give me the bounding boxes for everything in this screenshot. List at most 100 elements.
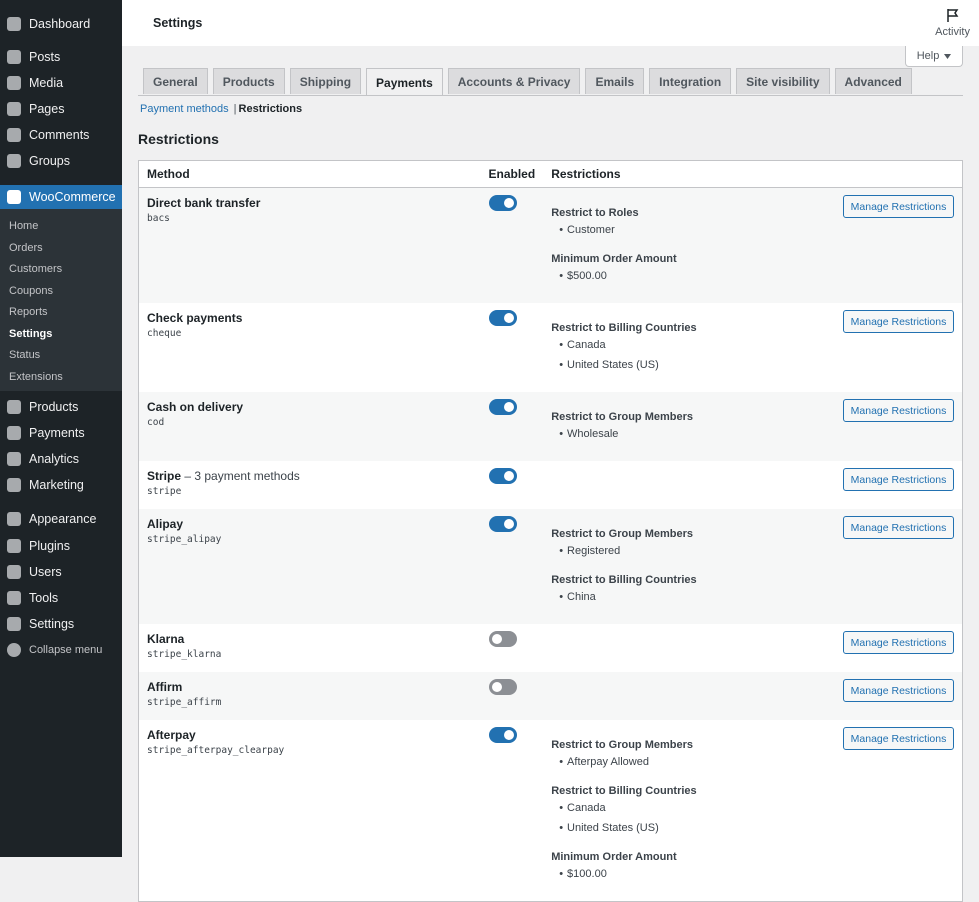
method-cell: Alipay stripe_alipay [138, 509, 481, 624]
help-button[interactable]: Help [905, 46, 963, 67]
help-label: Help [916, 50, 940, 62]
menu-item[interactable]: Pages [0, 96, 122, 122]
method-name: Alipay [139, 509, 481, 532]
collapse-menu[interactable]: Collapse menu [0, 637, 122, 663]
page-title: Settings [153, 16, 203, 30]
tab[interactable]: Shipping [289, 68, 362, 94]
submenu-item[interactable]: Extensions [9, 370, 63, 383]
enabled-toggle[interactable] [488, 516, 517, 532]
restriction-item: • United States (US) [551, 818, 833, 838]
subnav-link[interactable]: Payment methods [140, 103, 229, 115]
submenu-item[interactable]: Customers [9, 263, 63, 275]
menu-label: Users [29, 565, 62, 579]
enabled-cell [481, 720, 544, 902]
restrictions: Restrict to Group Members • Registered Rest… [543, 509, 841, 624]
bullet: • [559, 339, 564, 351]
restrictions-cell: Restrict to Billing Countries • Canada • Uni… [543, 303, 841, 392]
menu-item[interactable]: Media [0, 70, 122, 96]
submenu-item[interactable]: Coupons [9, 284, 54, 297]
tab[interactable]: Emails [585, 68, 645, 94]
menu-item[interactable]: Marketing [0, 472, 122, 498]
enabled-toggle[interactable] [488, 727, 517, 743]
menu-item[interactable]: Settings [0, 611, 122, 637]
tab[interactable]: Site visibility [736, 68, 830, 94]
enabled-toggle[interactable] [488, 310, 517, 326]
menu-icon [7, 400, 21, 414]
enabled-toggle[interactable] [488, 399, 517, 415]
column-header: Enabled [480, 160, 544, 188]
tab[interactable]: Products [212, 68, 285, 94]
restriction-value: Canada [567, 802, 606, 814]
restrictions: Restrict to Group Members • Afterpay Allow… [543, 720, 841, 901]
subnav-current: Restrictions [238, 103, 303, 115]
manage-restrictions-button[interactable]: Manage Restrictions [843, 516, 954, 539]
actions-cell: Manage Restrictions [841, 392, 963, 461]
menu-icon [7, 154, 21, 168]
enabled-cell [480, 509, 544, 624]
submenu-item[interactable]: Status [9, 349, 41, 361]
tab[interactable]: General [143, 68, 208, 94]
menu-label: Groups [29, 154, 70, 168]
actions-cell: Manage Restrictions [841, 720, 962, 902]
submenu-item[interactable]: Home [9, 220, 39, 232]
restriction-group: Restrict to Group Members • Afterpay Allow… [551, 738, 833, 772]
actions-cell: Manage Restrictions [841, 303, 962, 392]
submenu-item[interactable]: Orders [9, 241, 43, 254]
enabled-cell [481, 303, 544, 392]
menu-item[interactable]: Posts [0, 44, 122, 70]
restriction-item: • China [551, 587, 833, 607]
enabled-toggle[interactable] [488, 468, 517, 484]
menu-label: Dashboard [29, 17, 91, 31]
menu-item[interactable]: Products [0, 394, 122, 420]
submenu-item[interactable]: Reports [9, 306, 48, 318]
bullet: • [559, 428, 564, 440]
bullet: • [559, 224, 564, 236]
menu-item[interactable]: Appearance [0, 506, 122, 532]
enabled-toggle[interactable] [488, 631, 517, 647]
menu-item[interactable]: Plugins [0, 533, 122, 559]
manage-restrictions-button[interactable]: Manage Restrictions [843, 195, 954, 218]
manage-restrictions-button[interactable]: Manage Restrictions [843, 468, 954, 491]
menu-item[interactable]: Users [0, 559, 122, 585]
enabled-toggle[interactable] [488, 195, 517, 211]
restriction-item: • $100.00 [551, 864, 833, 884]
menu-item[interactable]: Groups [0, 148, 122, 174]
enabled-cell [480, 672, 544, 720]
menu-item[interactable]: Analytics [0, 446, 122, 472]
manage-restrictions-button[interactable]: Manage Restrictions [843, 399, 954, 422]
submenu-item[interactable]: Settings [9, 327, 53, 340]
restriction-value: China [567, 591, 596, 603]
menu-item[interactable]: WooCommerce [0, 185, 122, 209]
enabled-toggle[interactable] [488, 679, 517, 695]
enabled-cell [481, 624, 544, 672]
method-row: Klarna stripe_klarna Manage Restrictions [139, 624, 963, 672]
method-row: Alipay stripe_alipay Restrict to Group Mem… [138, 509, 963, 624]
tab[interactable]: Advanced [834, 68, 912, 94]
restriction-item: • Wholesale [551, 424, 833, 444]
bullet: • [559, 822, 564, 834]
restriction-value: Canada [567, 339, 606, 351]
activity-button[interactable]: Activity [935, 8, 970, 38]
restriction-title: Minimum Order Amount [551, 253, 677, 265]
tab[interactable]: Accounts & Privacy [447, 68, 581, 94]
restriction-group: Restrict to Roles • Customer [551, 206, 833, 240]
tab[interactable]: Payments [366, 68, 443, 96]
menu-item[interactable]: Comments [0, 122, 122, 148]
restrictions-cell [543, 461, 841, 509]
manage-restrictions-button[interactable]: Manage Restrictions [843, 679, 954, 702]
menu-item[interactable]: Payments [0, 420, 122, 446]
sub-navigation: Payment methods | Restrictions [140, 103, 302, 115]
restriction-title: Restrict to Group Members [551, 411, 693, 423]
restriction-item: • United States (US) [551, 355, 833, 375]
method-id: cheque [147, 328, 182, 339]
manage-restrictions-button[interactable]: Manage Restrictions [843, 631, 954, 654]
menu-item[interactable]: Dashboard [0, 11, 122, 37]
manage-restrictions-button[interactable]: Manage Restrictions [843, 727, 954, 750]
activity-label: Activity [935, 26, 970, 38]
tab[interactable]: Integration [649, 68, 732, 94]
menu-item[interactable]: Tools [0, 585, 122, 611]
bullet: • [559, 802, 564, 814]
method-name: Klarna [139, 624, 481, 647]
manage-restrictions-button[interactable]: Manage Restrictions [843, 310, 954, 333]
